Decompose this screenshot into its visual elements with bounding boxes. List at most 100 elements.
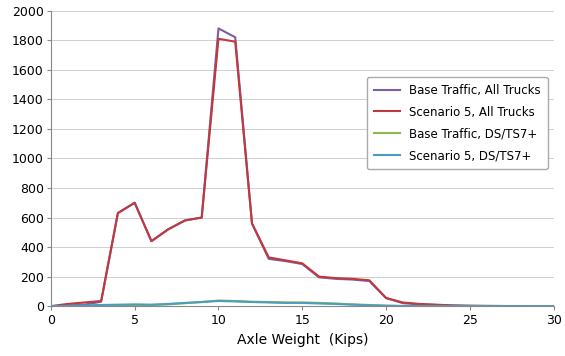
Scenario 5, All Trucks [64,302,71,306]
Scenario 5, All Trucks [483,304,490,308]
Base Traffic, All Trucks [215,26,222,31]
Base Traffic, DS/TS7+ [517,304,524,308]
Scenario 5, All Trucks [131,201,138,205]
Base Traffic, All Trucks [64,303,71,308]
Base Traffic, DS/TS7+ [148,303,155,307]
Base Traffic, DS/TS7+ [232,299,238,303]
Scenario 5, DS/TS7+ [332,302,339,306]
Base Traffic, All Trucks [383,296,389,300]
Scenario 5, All Trucks [332,276,339,280]
Scenario 5, DS/TS7+ [299,301,306,305]
Scenario 5, All Trucks [215,37,222,41]
Scenario 5, DS/TS7+ [181,301,188,305]
X-axis label: Axle Weight  (Kips): Axle Weight (Kips) [237,333,368,347]
Base Traffic, DS/TS7+ [98,304,105,308]
Scenario 5, All Trucks [467,304,473,308]
Base Traffic, DS/TS7+ [115,303,121,308]
Scenario 5, All Trucks [500,304,507,308]
Line: Scenario 5, DS/TS7+: Scenario 5, DS/TS7+ [51,301,554,306]
Scenario 5, DS/TS7+ [266,300,272,305]
Base Traffic, All Trucks [282,259,289,263]
Scenario 5, All Trucks [450,303,457,308]
Scenario 5, All Trucks [399,300,406,305]
Base Traffic, All Trucks [517,304,524,308]
Base Traffic, DS/TS7+ [399,304,406,308]
Base Traffic, DS/TS7+ [416,304,423,308]
Scenario 5, DS/TS7+ [232,299,238,304]
Scenario 5, DS/TS7+ [433,304,440,308]
Base Traffic, DS/TS7+ [131,303,138,307]
Base Traffic, All Trucks [148,239,155,243]
Base Traffic, DS/TS7+ [181,301,188,305]
Base Traffic, All Trucks [98,300,105,304]
Scenario 5, All Trucks [98,299,105,303]
Scenario 5, DS/TS7+ [533,304,540,308]
Scenario 5, DS/TS7+ [148,303,155,307]
Scenario 5, DS/TS7+ [416,304,423,308]
Base Traffic, All Trucks [533,304,540,308]
Base Traffic, DS/TS7+ [467,304,473,308]
Scenario 5, DS/TS7+ [517,304,524,308]
Scenario 5, All Trucks [517,304,524,308]
Base Traffic, DS/TS7+ [266,300,272,304]
Line: Base Traffic, DS/TS7+: Base Traffic, DS/TS7+ [51,300,554,306]
Scenario 5, DS/TS7+ [500,304,507,308]
Base Traffic, All Trucks [399,301,406,305]
Scenario 5, DS/TS7+ [64,304,71,308]
Base Traffic, DS/TS7+ [47,304,54,308]
Scenario 5, DS/TS7+ [249,300,255,304]
Base Traffic, DS/TS7+ [165,302,172,307]
Base Traffic, All Trucks [416,302,423,307]
Scenario 5, DS/TS7+ [215,299,222,303]
Base Traffic, DS/TS7+ [299,300,306,305]
Base Traffic, All Trucks [316,275,323,279]
Base Traffic, All Trucks [181,218,188,222]
Base Traffic, All Trucks [232,35,238,40]
Base Traffic, DS/TS7+ [64,304,71,308]
Scenario 5, All Trucks [282,258,289,262]
Scenario 5, DS/TS7+ [383,304,389,308]
Base Traffic, All Trucks [349,277,356,282]
Base Traffic, DS/TS7+ [198,300,205,304]
Scenario 5, DS/TS7+ [483,304,490,308]
Scenario 5, All Trucks [366,278,373,282]
Scenario 5, All Trucks [249,221,255,226]
Scenario 5, DS/TS7+ [165,302,172,306]
Base Traffic, DS/TS7+ [500,304,507,308]
Scenario 5, All Trucks [533,304,540,308]
Base Traffic, All Trucks [366,279,373,283]
Scenario 5, All Trucks [198,215,205,220]
Base Traffic, DS/TS7+ [450,304,457,308]
Scenario 5, DS/TS7+ [399,304,406,308]
Scenario 5, All Trucks [47,304,54,308]
Base Traffic, DS/TS7+ [550,304,557,308]
Scenario 5, DS/TS7+ [467,304,473,308]
Scenario 5, All Trucks [299,261,306,266]
Scenario 5, All Trucks [81,300,88,305]
Base Traffic, All Trucks [266,257,272,261]
Base Traffic, DS/TS7+ [215,298,222,303]
Base Traffic, All Trucks [450,303,457,308]
Scenario 5, All Trucks [349,277,356,281]
Scenario 5, DS/TS7+ [282,301,289,305]
Base Traffic, All Trucks [47,304,54,308]
Base Traffic, All Trucks [198,215,205,220]
Scenario 5, All Trucks [383,296,389,300]
Base Traffic, DS/TS7+ [433,304,440,308]
Scenario 5, All Trucks [266,255,272,260]
Base Traffic, All Trucks [81,303,88,307]
Base Traffic, DS/TS7+ [81,304,88,308]
Scenario 5, DS/TS7+ [198,300,205,304]
Line: Scenario 5, All Trucks: Scenario 5, All Trucks [51,39,554,306]
Scenario 5, All Trucks [148,239,155,243]
Base Traffic, DS/TS7+ [282,300,289,305]
Scenario 5, DS/TS7+ [131,302,138,307]
Base Traffic, All Trucks [483,304,490,308]
Base Traffic, All Trucks [115,211,121,215]
Base Traffic, DS/TS7+ [349,302,356,307]
Scenario 5, DS/TS7+ [450,304,457,308]
Base Traffic, All Trucks [131,201,138,205]
Scenario 5, All Trucks [433,303,440,307]
Base Traffic, DS/TS7+ [366,303,373,307]
Scenario 5, DS/TS7+ [115,303,121,307]
